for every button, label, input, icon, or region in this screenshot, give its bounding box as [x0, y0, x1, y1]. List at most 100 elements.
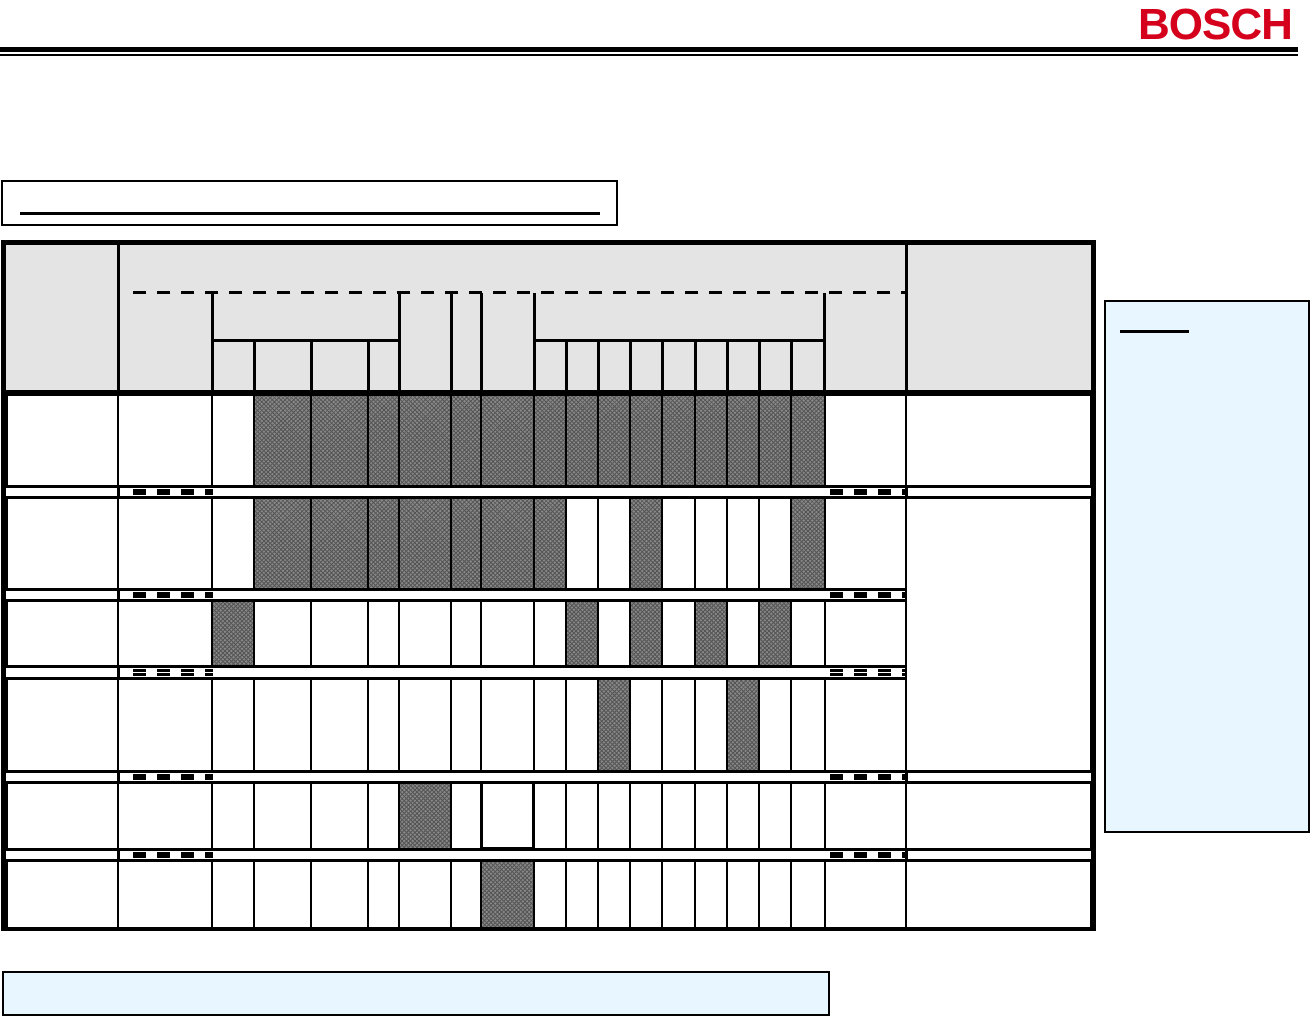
merged-notes-cell — [905, 497, 1092, 772]
matrix-cell — [726, 782, 761, 850]
matrix-cell — [694, 678, 729, 772]
row-dashed-line — [133, 777, 213, 780]
matrix-cell — [790, 678, 826, 772]
matrix-cell-filled — [253, 497, 313, 590]
matrix-cell-filled — [694, 600, 729, 667]
row-dashed-line — [830, 669, 905, 672]
matrix-cell-filled — [726, 678, 761, 772]
matrix-cell — [726, 497, 761, 590]
matrix-cell — [211, 782, 256, 850]
matrix-cell — [533, 782, 568, 850]
row-label-cell — [6, 497, 119, 590]
header-subdivider — [597, 341, 600, 391]
matrix-cell — [310, 782, 370, 850]
header-subdivider — [367, 341, 370, 391]
matrix-cell-filled — [758, 394, 793, 487]
matrix-cell-filled — [790, 394, 826, 487]
matrix-cell-filled — [790, 497, 826, 590]
matrix-cell — [450, 860, 483, 929]
matrix-cell — [694, 860, 729, 929]
matrix-cell-filled — [480, 497, 536, 590]
row-notes-cell — [905, 782, 1092, 850]
row-label-cell — [6, 782, 119, 850]
matrix-cell-filled — [597, 394, 632, 487]
row-dashed-line — [133, 855, 213, 858]
matrix-cell — [310, 860, 370, 929]
header-divider — [398, 293, 401, 391]
header-divider — [823, 293, 826, 391]
matrix-cell — [758, 860, 793, 929]
matrix-cell-filled — [450, 497, 483, 590]
row-dashed-line — [830, 777, 905, 780]
header-subdivider — [253, 341, 256, 391]
header-subdivider — [790, 341, 793, 391]
matrix-cell — [211, 678, 256, 772]
row-notes-cell — [905, 860, 1092, 929]
row-sub-cell — [117, 600, 214, 667]
row-notes-cell — [905, 394, 1092, 487]
row-dashed-line — [830, 774, 905, 777]
row-end-cell — [822, 860, 908, 929]
row-dashed-line — [133, 774, 213, 777]
matrix-cell — [565, 860, 600, 929]
matrix-cell — [533, 678, 568, 772]
matrix-cell — [565, 497, 600, 590]
legend-panel — [1104, 300, 1310, 833]
row-label-cell — [6, 600, 119, 667]
matrix-cell — [211, 394, 256, 487]
header-subdivider — [661, 341, 664, 391]
row-sub-cell — [117, 497, 214, 590]
title-underline — [20, 212, 600, 215]
row-gap-line — [6, 599, 1093, 600]
matrix-cell-filled — [450, 394, 483, 487]
matrix-cell-filled — [533, 394, 568, 487]
matrix-cell — [629, 678, 664, 772]
header-subdivider — [310, 341, 313, 391]
matrix-cell — [398, 860, 453, 929]
matrix-cell — [310, 678, 370, 772]
matrix-cell-filled — [367, 497, 401, 590]
title-box — [1, 180, 618, 226]
header-subdivider — [758, 341, 761, 391]
matrix-cell — [450, 678, 483, 772]
matrix-cell-filled — [629, 497, 664, 590]
note-box — [2, 971, 830, 1016]
header-right — [908, 245, 1091, 390]
header-subdivider — [629, 341, 632, 391]
row-dashed-line — [133, 592, 213, 595]
matrix-cell-filled — [565, 394, 600, 487]
matrix-cell — [758, 782, 793, 850]
matrix-cell — [211, 497, 256, 590]
matrix-cell-filled — [694, 394, 729, 487]
row-gap-line — [6, 677, 1093, 678]
row-sub-cell — [117, 860, 214, 929]
matrix-cell-filled — [398, 394, 453, 487]
matrix-cell — [480, 600, 536, 667]
matrix-cell — [565, 782, 600, 850]
matrix-cell — [398, 678, 453, 772]
matrix-cell — [758, 497, 793, 590]
matrix-cell — [726, 600, 761, 667]
matrix-cell — [211, 860, 256, 929]
matrix-cell-filled — [726, 394, 761, 487]
matrix-cell — [758, 678, 793, 772]
matrix-cell-filled — [398, 782, 453, 850]
matrix-cell — [565, 678, 600, 772]
row-dashed-line — [830, 492, 905, 495]
header-divider — [480, 293, 483, 391]
row-gap-line — [6, 487, 1093, 488]
row-end-cell — [822, 600, 908, 667]
matrix-cell — [367, 678, 401, 772]
matrix-cell — [398, 600, 453, 667]
matrix-cell-filled — [565, 600, 600, 667]
matrix-cell-filled — [211, 600, 256, 667]
row-label-cell — [6, 394, 119, 487]
row-dashed-line — [133, 489, 213, 492]
row-end-cell — [822, 782, 908, 850]
row-label-cell — [6, 860, 119, 929]
matrix-cell — [253, 600, 313, 667]
matrix-cell — [310, 600, 370, 667]
row-dashed-line — [133, 673, 213, 676]
matrix-cell-filled — [629, 600, 664, 667]
header-divider — [533, 293, 536, 391]
